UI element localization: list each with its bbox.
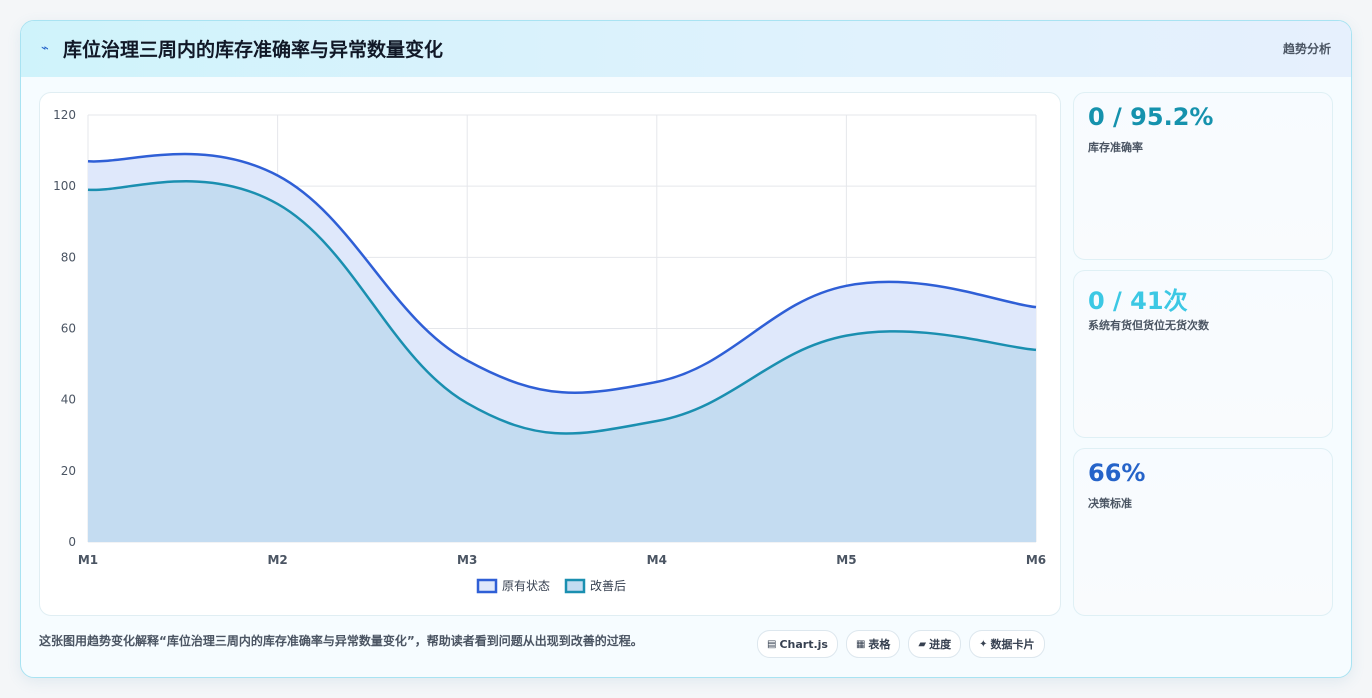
chip-label: 表格 [868, 638, 891, 651]
chart-icon: ▤ [767, 638, 777, 650]
x-tick-label: M1 [78, 553, 98, 567]
x-tick-label: M4 [647, 553, 667, 567]
chart-card: 0 20 40 60 80 100 120 M1 M2 M3 M4 M5 M6 原有状态 改善后 [39, 92, 1061, 616]
legend-swatch [476, 578, 498, 594]
chip-chartjs[interactable]: ▤ Chart.js [757, 630, 838, 658]
stat-value: 0 / 41次 [1088, 287, 1188, 315]
y-tick-label: 20 [61, 464, 76, 478]
y-tick-label: 0 [68, 535, 76, 549]
chip-label: Chart.js [779, 637, 828, 651]
chip-data-card[interactable]: ✦ 数据卡片 [969, 630, 1045, 658]
y-tick-label: 120 [53, 108, 76, 122]
series-line-0 [87, 152, 1037, 394]
stat-card-accuracy: 0 / 95.2% 库存准确率 [1073, 92, 1333, 260]
x-tick-label: M6 [1026, 553, 1046, 567]
panel-title: 库位治理三周内的库存准确率与异常数量变化 [63, 39, 444, 61]
series-line-1 [87, 180, 1037, 435]
progress-icon: ▰ [918, 638, 927, 650]
stat-label: 库存准确率 [1088, 141, 1143, 154]
series-area-1 [88, 181, 1036, 542]
bolt-icon: ⌁ [41, 41, 49, 56]
chart-panel: ⌁ 库位治理三周内的库存准确率与异常数量变化 趋势分析 0 20 40 60 80 100… [20, 20, 1352, 678]
x-tick-label: M3 [457, 553, 477, 567]
y-tick-label: 60 [61, 322, 76, 336]
stat-value: 0 / 95.2% [1088, 103, 1214, 131]
chart-caption: 这张图用趋势变化解释“库位治理三周内的库存准确率与异常数量变化”，帮助读者看到问… [39, 634, 643, 648]
trend-analysis-tag: 趋势分析 [1282, 42, 1331, 56]
stat-card-decision: 66% 决策标准 [1073, 448, 1333, 616]
table-icon: ▦ [855, 638, 866, 650]
legend-label: 改善后 [590, 578, 626, 593]
stat-label: 决策标准 [1088, 497, 1132, 510]
chip-label: 数据卡片 [990, 638, 1035, 651]
sparkle-icon: ✦ [979, 638, 988, 650]
stat-card-exceptions: 0 / 41次 系统有货但货位无货次数 [1073, 270, 1333, 438]
y-tick-label: 100 [53, 179, 76, 193]
y-tick-label: 80 [61, 250, 76, 264]
panel-header: ⌁ 库位治理三周内的库存准确率与异常数量变化 趋势分析 [21, 21, 1351, 77]
tool-chips: ▤ Chart.js ▦ 表格 ▰ 进度 ✦ 数据卡片 [757, 630, 1045, 658]
legend-label: 原有状态 [502, 579, 550, 593]
stat-value: 66% [1088, 459, 1146, 487]
y-tick-label: 40 [61, 393, 76, 407]
area-chart: 0 20 40 60 80 100 120 M1 M2 M3 M4 M5 M6 原有状态 改善后 [53, 108, 1046, 594]
x-tick-label: M2 [267, 553, 287, 567]
x-tick-label: M5 [836, 553, 856, 567]
stat-label: 系统有货但货位无货次数 [1088, 319, 1209, 332]
chip-label: 进度 [929, 638, 952, 651]
legend-swatch [564, 578, 586, 594]
chip-table[interactable]: ▦ 表格 [845, 630, 901, 658]
chip-progress[interactable]: ▰ 进度 [908, 630, 962, 658]
